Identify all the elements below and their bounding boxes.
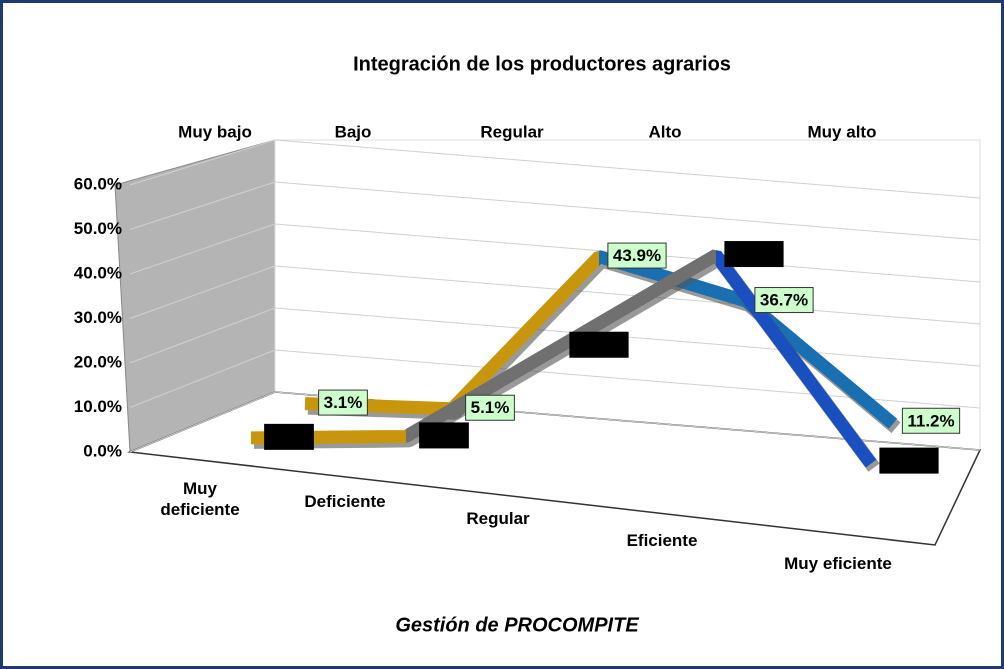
data-label-box (879, 447, 939, 474)
data-label-box (569, 331, 629, 358)
grid-line (129, 139, 981, 199)
column-header: Muy bajo (178, 122, 252, 141)
y-tick-label: 10.0% (74, 397, 122, 416)
column-header: Alto (648, 122, 681, 141)
data-label-box (607, 242, 667, 269)
data-label: 1.0% (270, 427, 309, 446)
data-label-box (901, 407, 961, 434)
data-label: 5.1% (425, 426, 464, 445)
x-axis-title: Gestión de PROCOMPITE (395, 614, 639, 636)
series-line (304, 250, 898, 429)
data-label: 11.2% (907, 411, 954, 430)
y-tick-label: 60.0% (74, 174, 122, 193)
grid-line (129, 349, 981, 409)
column-header: Bajo (335, 122, 372, 141)
data-label-box (754, 287, 814, 314)
data-label-box (318, 389, 368, 416)
x-tick-label: Deficiente (304, 492, 385, 511)
series-line (250, 249, 877, 468)
data-label-box (419, 422, 469, 449)
data-label: 10.2% (885, 451, 933, 470)
x-tick-label: Eficiente (627, 531, 698, 550)
y-tick-label: 30.0% (74, 308, 122, 327)
data-label-box (724, 241, 784, 268)
data-label: 43.9% (613, 246, 661, 265)
chart-title: Integración de los productores agrarios (353, 53, 731, 75)
data-label-box (465, 394, 515, 421)
x-tick-label: Muy deficiente (160, 479, 239, 519)
x-tick-label: Muy eficiente (784, 554, 892, 573)
data-label: 36.7% (760, 291, 808, 310)
data-label: 54.1% (730, 245, 778, 264)
column-header: Muy alto (808, 122, 877, 141)
data-label-box (264, 423, 314, 450)
data-label: 29.6% (575, 335, 623, 354)
y-tick-label: 20.0% (74, 352, 122, 371)
grid-line (129, 391, 981, 453)
y-tick-label: 50.0% (74, 219, 122, 238)
y-tick-label: 40.0% (74, 263, 122, 282)
data-label: 5.1% (471, 398, 510, 417)
grid-line (129, 307, 981, 367)
x-tick-label: Regular (466, 509, 530, 528)
y-tick-label: 0.0% (83, 441, 122, 460)
data-label: 3.1% (324, 393, 363, 412)
grid-line (129, 181, 981, 241)
column-header: Regular (480, 122, 544, 141)
